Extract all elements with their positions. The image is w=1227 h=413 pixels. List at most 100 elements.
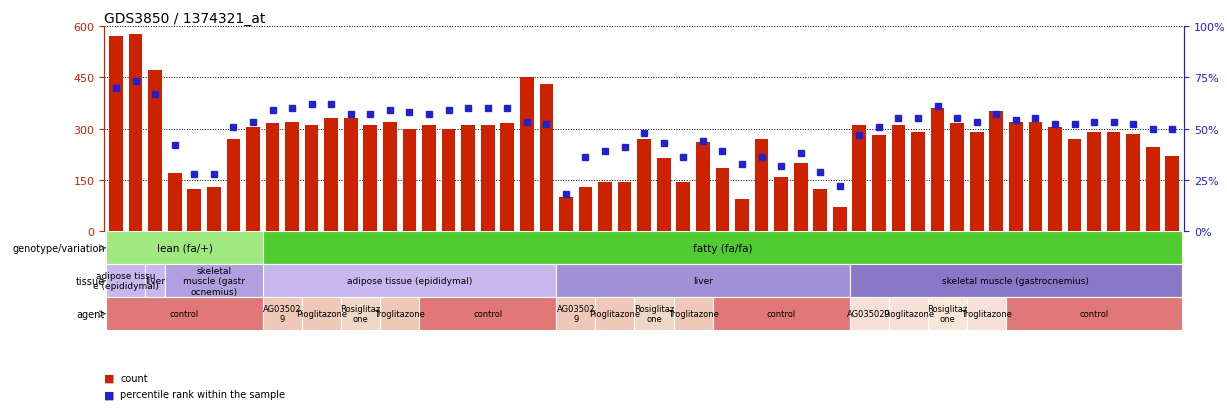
Bar: [892, 126, 906, 232]
Bar: [188, 189, 201, 232]
Bar: [520, 78, 534, 232]
Bar: [967, 297, 1006, 330]
Bar: [227, 140, 240, 232]
Bar: [344, 119, 357, 232]
Bar: [266, 124, 280, 232]
Bar: [1009, 123, 1022, 232]
Bar: [755, 140, 768, 232]
Bar: [420, 297, 556, 330]
Bar: [129, 36, 142, 232]
Bar: [304, 126, 319, 232]
Bar: [481, 126, 494, 232]
Text: ■: ■: [104, 389, 115, 399]
Bar: [560, 197, 573, 232]
Bar: [579, 188, 593, 232]
Text: AG03502
9: AG03502 9: [557, 304, 595, 324]
Bar: [107, 232, 263, 265]
Bar: [814, 189, 827, 232]
Text: Rosiglitaz
one: Rosiglitaz one: [340, 304, 380, 324]
Text: Rosiglitaz
one: Rosiglitaz one: [928, 304, 968, 324]
Bar: [107, 265, 145, 297]
Text: agent: agent: [76, 309, 104, 319]
Text: ■: ■: [104, 373, 115, 383]
Bar: [774, 177, 788, 232]
Text: skeletal muscle (gastrocnemius): skeletal muscle (gastrocnemius): [942, 277, 1090, 285]
Bar: [928, 297, 967, 330]
Bar: [1087, 133, 1101, 232]
Bar: [263, 297, 302, 330]
Text: Pioglitazone: Pioglitazone: [882, 309, 934, 318]
Bar: [696, 143, 709, 232]
Text: control: control: [767, 309, 796, 318]
Bar: [674, 297, 713, 330]
Text: percentile rank within the sample: percentile rank within the sample: [120, 389, 285, 399]
Bar: [637, 140, 652, 232]
Bar: [263, 232, 1182, 265]
Bar: [285, 123, 299, 232]
Text: adipose tissue (epididymal): adipose tissue (epididymal): [347, 277, 472, 285]
Bar: [422, 126, 436, 232]
Bar: [107, 297, 263, 330]
Bar: [1126, 134, 1140, 232]
Bar: [1146, 148, 1160, 232]
Bar: [1107, 133, 1120, 232]
Text: control: control: [1080, 309, 1109, 318]
Text: control: control: [474, 309, 502, 318]
Bar: [950, 124, 964, 232]
Text: liver: liver: [693, 277, 713, 285]
Bar: [931, 109, 945, 232]
Bar: [969, 133, 984, 232]
Bar: [207, 188, 221, 232]
Bar: [888, 297, 928, 330]
Text: Troglitazone: Troglitazone: [961, 309, 1012, 318]
Bar: [324, 119, 339, 232]
Text: Rosiglitaz
one: Rosiglitaz one: [634, 304, 674, 324]
Text: lean (fa/+): lean (fa/+): [157, 243, 212, 253]
Bar: [656, 158, 671, 232]
Bar: [595, 297, 634, 330]
Bar: [501, 124, 514, 232]
Bar: [168, 174, 182, 232]
Bar: [713, 297, 849, 330]
Bar: [363, 126, 377, 232]
Text: fatty (fa/fa): fatty (fa/fa): [693, 243, 752, 253]
Bar: [849, 297, 888, 330]
Bar: [872, 136, 886, 232]
Bar: [1028, 123, 1042, 232]
Bar: [735, 199, 748, 232]
Bar: [794, 164, 807, 232]
Bar: [599, 182, 612, 232]
Bar: [247, 128, 260, 232]
Text: Pioglitazone: Pioglitazone: [296, 309, 347, 318]
Bar: [853, 126, 866, 232]
Text: GDS3850 / 1374321_at: GDS3850 / 1374321_at: [104, 12, 266, 26]
Bar: [302, 297, 341, 330]
Bar: [341, 297, 380, 330]
Bar: [849, 265, 1182, 297]
Text: Pioglitazone: Pioglitazone: [589, 309, 640, 318]
Bar: [833, 208, 847, 232]
Bar: [1166, 157, 1179, 232]
Bar: [263, 265, 556, 297]
Bar: [402, 129, 416, 232]
Bar: [617, 182, 632, 232]
Bar: [109, 37, 123, 232]
Text: AG03502
9: AG03502 9: [263, 304, 302, 324]
Bar: [1067, 140, 1081, 232]
Bar: [461, 126, 475, 232]
Text: tissue: tissue: [76, 276, 104, 286]
Bar: [164, 265, 263, 297]
Text: Troglitazone: Troglitazone: [374, 309, 425, 318]
Bar: [145, 265, 164, 297]
Bar: [715, 169, 729, 232]
Text: liver: liver: [145, 277, 166, 285]
Text: control: control: [169, 309, 199, 318]
Bar: [540, 85, 553, 232]
Bar: [912, 133, 925, 232]
Bar: [676, 182, 690, 232]
Bar: [148, 71, 162, 232]
Bar: [1006, 297, 1182, 330]
Text: AG035029: AG035029: [848, 309, 891, 318]
Bar: [383, 123, 396, 232]
Text: count: count: [120, 373, 148, 383]
